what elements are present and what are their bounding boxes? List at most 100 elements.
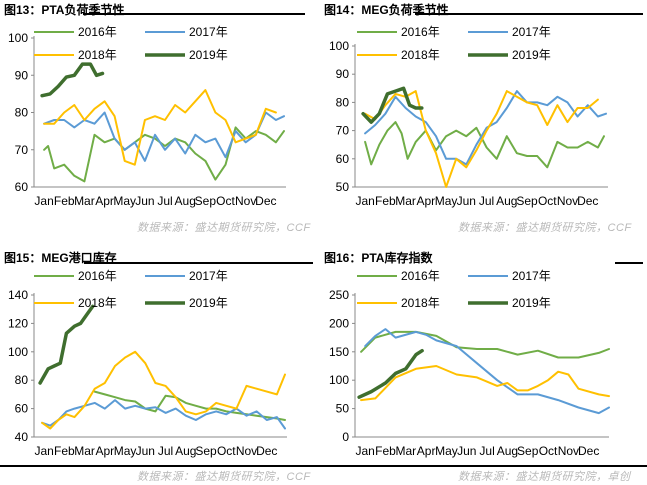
x-tick-label: Aug: [497, 444, 518, 458]
x-tick-label: Oct: [538, 194, 557, 208]
legend-label: 2017年: [189, 25, 228, 39]
x-tick-label: Apr: [95, 444, 114, 458]
x-tick-label: Jun: [136, 444, 155, 458]
series-line-2017年: [364, 90, 607, 166]
x-tick-label: Jul: [479, 444, 494, 458]
series-line-2019年: [38, 304, 95, 385]
title-underline: [83, 13, 305, 15]
x-tick-label: May: [114, 444, 137, 458]
legend-label: 2016年: [78, 269, 117, 283]
x-tick-label: Jul: [157, 194, 172, 208]
legend-label: 2016年: [401, 269, 440, 283]
x-tick-label: Apr: [417, 444, 436, 458]
y-tick-label: 80: [336, 95, 350, 109]
x-tick-label: Nov: [236, 444, 257, 458]
y-tick-label: 140: [8, 288, 28, 302]
legend-label: 2019年: [512, 296, 551, 310]
y-tick-label: 70: [15, 143, 29, 157]
legend-label: 2017年: [189, 269, 228, 283]
y-tick-label: 60: [336, 152, 350, 166]
x-tick-label: Dec: [256, 444, 277, 458]
y-tick-label: 60: [15, 402, 29, 416]
title-underline: [415, 13, 643, 15]
x-tick-label: Dec: [578, 444, 599, 458]
x-tick-label: Mar: [395, 194, 416, 208]
x-tick-label: Nov: [235, 194, 256, 208]
x-tick-label: Feb: [375, 444, 396, 458]
x-tick-label: Sep: [195, 194, 217, 208]
legend-label: 2019年: [512, 48, 551, 62]
y-tick-label: 70: [336, 124, 350, 138]
chart-source: 数据来源：盛达期货研究院，CCF: [137, 471, 311, 483]
x-tick-label: Aug: [496, 194, 517, 208]
x-tick-label: Apr: [416, 194, 435, 208]
series-line-2019年: [357, 348, 424, 399]
x-tick-label: Jan: [34, 194, 53, 208]
y-tick-label: 0: [342, 430, 349, 444]
x-tick-label: Jan: [34, 444, 53, 458]
series-line-2016年: [360, 330, 610, 359]
chart-panel-meg-port-inventory: 图15：MEG港口库存 40 60 80 100 120 140 Jan Feb Mar Apr M…: [0, 243, 323, 485]
x-tick-label: Jun: [457, 194, 476, 208]
chart-title: 图13：PTA负荷季节性: [4, 3, 125, 17]
x-tick-label: Aug: [175, 194, 196, 208]
chart-svg-meg-load: 50 60 70 80 90 100 Jan Feb Mar Apr May Jun Jul AugSep…: [329, 25, 608, 208]
chart-title: 图15：MEG港口库存: [4, 251, 117, 265]
legend-label: 2019年: [189, 48, 228, 62]
x-tick-label: May: [113, 194, 136, 208]
x-tick-label: Sep: [516, 194, 538, 208]
x-tick-label: Sep: [517, 444, 539, 458]
x-tick-label: Apr: [95, 194, 114, 208]
legend-label: 2018年: [78, 48, 117, 62]
legend-label: 2018年: [401, 48, 440, 62]
y-tick-label: 120: [8, 316, 28, 330]
chart-panel-meg-load: 图14：MEG负荷季节性 50 60 70 80 90 100 Jan Feb Mar Apr Ma…: [323, 0, 647, 242]
legend-label: 2017年: [512, 25, 551, 39]
y-tick-label: 50: [336, 180, 350, 194]
x-tick-label: Oct: [539, 444, 558, 458]
x-tick-label: Mar: [74, 444, 95, 458]
chart-title: 图16：PTA库存指数: [324, 251, 433, 265]
x-tick-label: Sep: [195, 444, 217, 458]
chart-panel-pta-inventory-index: 图16：PTA库存指数 0 50 100 150 200 250 Jan Feb Mar Apr M…: [323, 243, 647, 485]
series-line-2017年: [41, 399, 286, 430]
chart-source: 数据来源：盛达期货研究院，CCF: [458, 222, 632, 234]
y-tick-label: 80: [15, 106, 29, 120]
x-tick-label: Oct: [216, 194, 235, 208]
chart-svg-meg-port-inventory: 40 60 80 100 120 140 Jan Feb Mar Apr May Jun Jul AugS…: [8, 269, 287, 458]
x-tick-label: Nov: [558, 444, 579, 458]
x-tick-label: May: [435, 194, 458, 208]
y-tick-label: 80: [15, 373, 29, 387]
chart-panel-pta-load: 图13：PTA负荷季节性 60 70 80 90 100 Jan Feb Mar Apr May J…: [0, 0, 323, 242]
x-tick-label: Jan: [355, 444, 374, 458]
legend-label: 2019年: [189, 296, 228, 310]
chart-svg-pta-inventory-index: 0 50 100 150 200 250 Jan Feb Mar Apr May Jun Jul AugS…: [329, 269, 610, 458]
x-tick-label: Jul: [479, 194, 494, 208]
title-underline: [615, 262, 643, 264]
y-tick-label: 200: [329, 316, 349, 330]
x-tick-label: May: [435, 444, 458, 458]
legend-label: 2018年: [78, 296, 117, 310]
chart-title: 图14：MEG负荷季节性: [324, 3, 449, 17]
x-tick-label: Mar: [395, 444, 416, 458]
chart-source: 数据来源：盛达期货研究院，CCF: [137, 222, 311, 234]
page-bottom-rule: [0, 465, 647, 467]
x-tick-label: Mar: [74, 194, 95, 208]
chart-source: 数据来源：盛达期货研究院，卓创: [458, 471, 631, 483]
series-line-2019年: [361, 86, 424, 124]
series-line-2018年: [364, 90, 599, 188]
series-line-2016年: [93, 390, 286, 421]
series-line-2019年: [40, 62, 105, 98]
x-tick-label: Aug: [175, 444, 196, 458]
x-tick-label: Feb: [375, 194, 396, 208]
y-tick-label: 100: [329, 39, 349, 53]
series-line-2018年: [43, 89, 277, 166]
x-tick-label: Nov: [557, 194, 578, 208]
y-tick-label: 50: [336, 402, 350, 416]
title-underline: [84, 262, 313, 264]
y-tick-label: 100: [329, 373, 349, 387]
series-line-2018年: [41, 350, 286, 430]
y-tick-label: 150: [329, 345, 349, 359]
y-tick-label: 100: [8, 31, 28, 45]
